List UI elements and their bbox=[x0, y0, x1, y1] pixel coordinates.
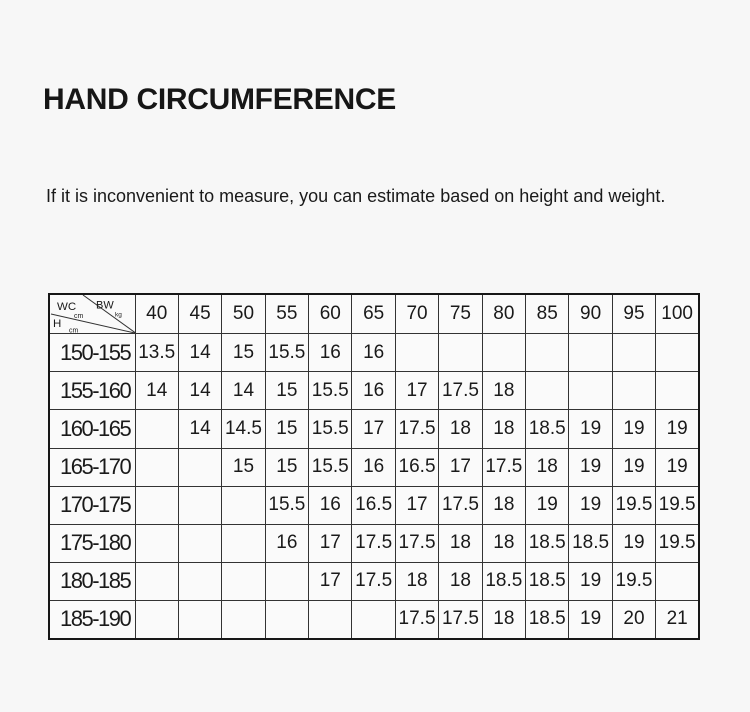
svg-text:kg: kg bbox=[115, 311, 122, 318]
svg-text:cm: cm bbox=[69, 327, 78, 333]
svg-text:H: H bbox=[53, 318, 61, 330]
svg-text:BW: BW bbox=[96, 299, 114, 311]
svg-text:WC: WC bbox=[57, 301, 76, 313]
svg-text:cm: cm bbox=[74, 313, 83, 320]
